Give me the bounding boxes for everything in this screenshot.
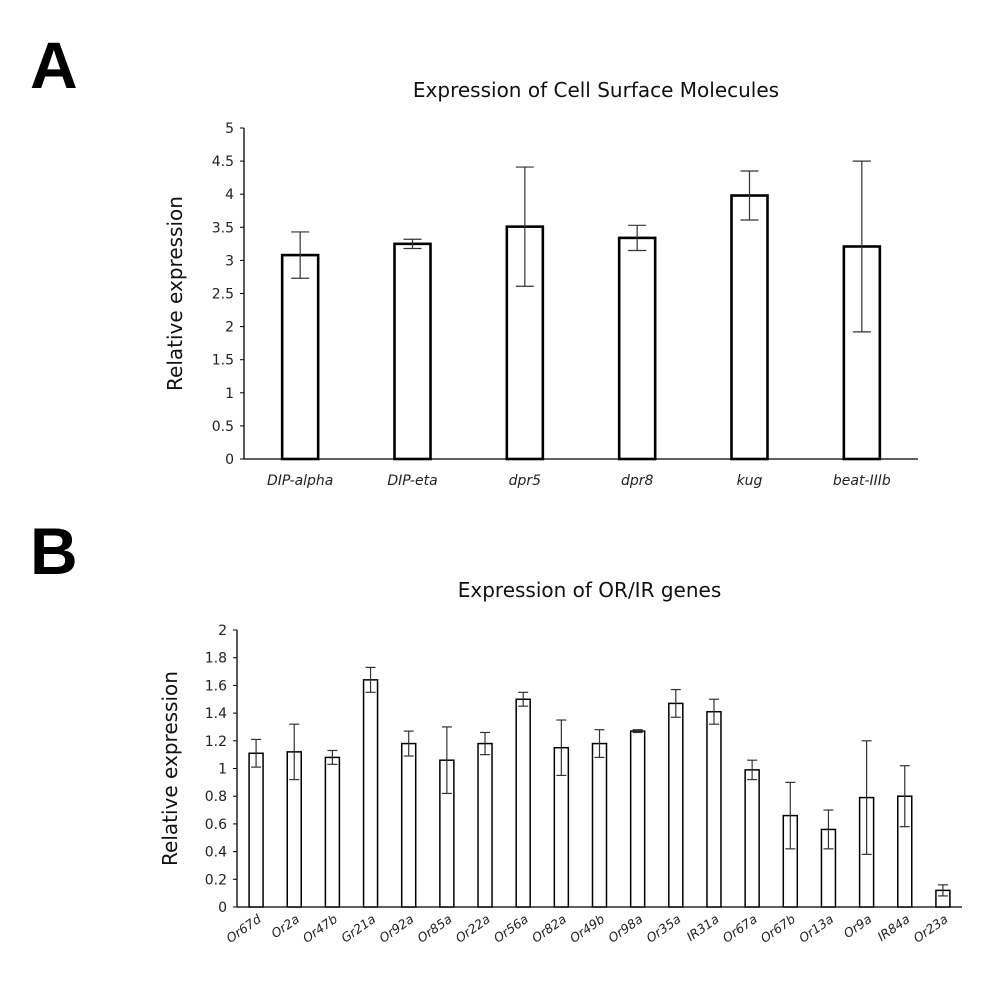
bar — [744, 769, 760, 908]
y-tick-label: 3.5 — [212, 220, 234, 236]
x-tick-label: Or35a — [643, 911, 683, 945]
y-tick-label: 0.4 — [205, 845, 227, 861]
y-axis-label: Relative expression — [163, 196, 187, 391]
bar — [629, 730, 646, 908]
x-tick-label: Or47b — [300, 911, 340, 946]
y-tick-label: 0.6 — [205, 817, 227, 833]
y-tick-label: 2 — [218, 623, 227, 639]
x-tick-label: kug — [737, 473, 763, 489]
y-tick-label: 3 — [225, 253, 234, 269]
x-tick-label: DIP-alpha — [267, 473, 333, 489]
y-tick-label: 2.5 — [212, 287, 234, 303]
bar — [280, 253, 320, 461]
bar — [248, 752, 264, 908]
x-tick-label: Or56a — [491, 911, 531, 945]
panel-label-b: B — [30, 514, 78, 588]
x-tick-label: Or67d — [223, 911, 263, 946]
bar — [591, 742, 608, 908]
bar — [400, 742, 417, 908]
x-tick-label: Or67a — [720, 911, 760, 945]
bar — [706, 710, 722, 908]
y-tick-label: 1 — [225, 386, 234, 402]
x-tick-label: Gr21a — [338, 911, 378, 945]
y-tick-label: 2 — [225, 320, 234, 336]
y-tick-label: 1 — [218, 762, 227, 778]
y-axis-label: Relative expression — [158, 671, 182, 866]
y-tick-label: 0.8 — [205, 789, 227, 805]
x-tick-label: beat-IIIb — [833, 473, 891, 489]
y-tick-label: 1.6 — [205, 678, 227, 694]
x-tick-label: DIP-eta — [387, 473, 437, 489]
x-tick-label: Or82a — [529, 911, 569, 945]
x-tick-label: Or98a — [605, 911, 645, 945]
bar — [730, 194, 769, 461]
chart-title: Expression of Cell Surface Molecules — [413, 78, 779, 102]
x-tick-label: Or85a — [414, 911, 454, 945]
bar — [324, 756, 341, 908]
x-tick-label: IR84a — [874, 911, 912, 944]
y-tick-label: 1.8 — [205, 651, 227, 667]
x-tick-label: Or49b — [567, 911, 607, 946]
bar — [393, 242, 432, 461]
x-tick-label: IR31a — [684, 911, 722, 944]
y-tick-label: 5 — [225, 121, 234, 137]
y-tick-label: 1.2 — [205, 734, 227, 750]
bar — [362, 679, 379, 908]
y-tick-label: 0.2 — [205, 872, 227, 888]
x-tick-label: Or67b — [758, 911, 798, 946]
x-tick-label: Or22a — [453, 911, 493, 945]
x-tick-label: dpr8 — [621, 473, 654, 489]
x-tick-label: Or9a — [841, 911, 875, 941]
chart-or-ir-genes: Expression of OR/IR genes Relative expres… — [158, 578, 962, 946]
y-tick-label: 0 — [218, 900, 227, 916]
x-tick-label: Or23a — [910, 911, 950, 945]
bar — [477, 742, 493, 908]
y-tick-label: 0.5 — [212, 419, 234, 435]
chart-title: Expression of OR/IR genes — [458, 578, 722, 602]
y-tick-label: 0 — [225, 452, 234, 468]
x-tick-label: Or92a — [376, 911, 416, 945]
x-tick-label: Or13a — [796, 911, 836, 945]
x-tick-label: Or2a — [268, 911, 302, 941]
y-tick-label: 4.5 — [212, 154, 234, 170]
bar — [617, 236, 657, 461]
bar — [668, 702, 684, 908]
y-tick-label: 4 — [225, 187, 234, 203]
y-tick-label: 1.4 — [205, 706, 227, 722]
bar — [515, 698, 531, 908]
y-tick-label: 1.5 — [212, 353, 234, 369]
panel-label-a: A — [30, 28, 78, 102]
chart-cell-surface-molecules: Expression of Cell Surface Molecules Rela… — [163, 78, 918, 489]
x-tick-label: dpr5 — [509, 473, 542, 489]
